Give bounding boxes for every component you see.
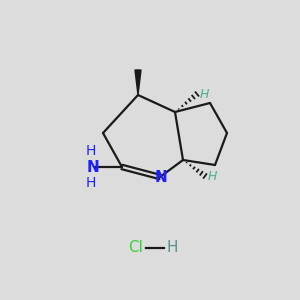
Text: N: N (87, 160, 99, 175)
Text: H: H (86, 176, 96, 190)
Text: N: N (154, 169, 167, 184)
Text: H: H (86, 144, 96, 158)
Text: H: H (200, 88, 209, 100)
Text: H: H (166, 241, 178, 256)
Text: H: H (208, 169, 218, 182)
Text: Cl: Cl (128, 241, 143, 256)
Polygon shape (135, 70, 141, 95)
